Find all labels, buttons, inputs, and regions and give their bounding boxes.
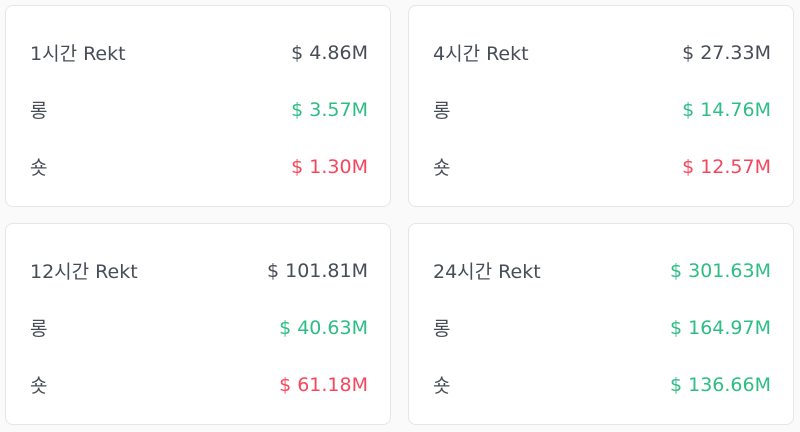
rekt-row: 롱 $ 3.57M [30, 81, 368, 138]
rekt-row: 1시간 Rekt $ 4.86M [30, 24, 368, 81]
row-value: $ 40.63M [279, 316, 368, 339]
row-label: 롱 [433, 100, 451, 122]
row-value: $ 61.18M [279, 373, 368, 396]
rekt-row: 숏 $ 1.30M [30, 138, 368, 195]
row-label: 24시간 Rekt [433, 261, 541, 283]
row-label: 롱 [30, 100, 48, 122]
row-label: 1시간 Rekt [30, 43, 126, 65]
rekt-row: 롱 $ 164.97M [433, 299, 771, 356]
rekt-card: 1시간 Rekt $ 4.86M 롱 $ 3.57M 숏 $ 1.30M [5, 5, 391, 207]
rekt-row: 숏 $ 12.57M [433, 138, 771, 195]
row-value: $ 164.97M [669, 316, 771, 339]
rekt-row: 롱 $ 14.76M [433, 81, 771, 138]
row-value: $ 136.66M [669, 373, 771, 396]
row-label: 숏 [30, 157, 48, 179]
rekt-card: 12시간 Rekt $ 101.81M 롱 $ 40.63M 숏 $ 61.18M [5, 223, 391, 425]
row-value: $ 1.30M [291, 155, 368, 178]
rekt-row: 4시간 Rekt $ 27.33M [433, 24, 771, 81]
row-value: $ 4.86M [291, 41, 368, 64]
rekt-row: 12시간 Rekt $ 101.81M [30, 242, 368, 299]
row-value: $ 14.76M [682, 98, 771, 121]
row-label: 롱 [30, 318, 48, 340]
rekt-row: 롱 $ 40.63M [30, 299, 368, 356]
row-value: $ 301.63M [669, 259, 771, 282]
row-label: 숏 [433, 375, 451, 397]
rekt-row: 숏 $ 61.18M [30, 356, 368, 413]
rekt-card: 24시간 Rekt $ 301.63M 롱 $ 164.97M 숏 $ 136.66M [408, 223, 794, 425]
rekt-row: 숏 $ 136.66M [433, 356, 771, 413]
row-label: 4시간 Rekt [433, 43, 529, 65]
row-value: $ 101.81M [266, 259, 368, 282]
row-value: $ 12.57M [682, 155, 771, 178]
row-label: 롱 [433, 318, 451, 340]
rekt-card: 4시간 Rekt $ 27.33M 롱 $ 14.76M 숏 $ 12.57M [408, 5, 794, 207]
row-value: $ 27.33M [682, 41, 771, 64]
row-label: 12시간 Rekt [30, 261, 138, 283]
row-value: $ 3.57M [291, 98, 368, 121]
row-label: 숏 [30, 375, 48, 397]
rekt-row: 24시간 Rekt $ 301.63M [433, 242, 771, 299]
row-label: 숏 [433, 157, 451, 179]
